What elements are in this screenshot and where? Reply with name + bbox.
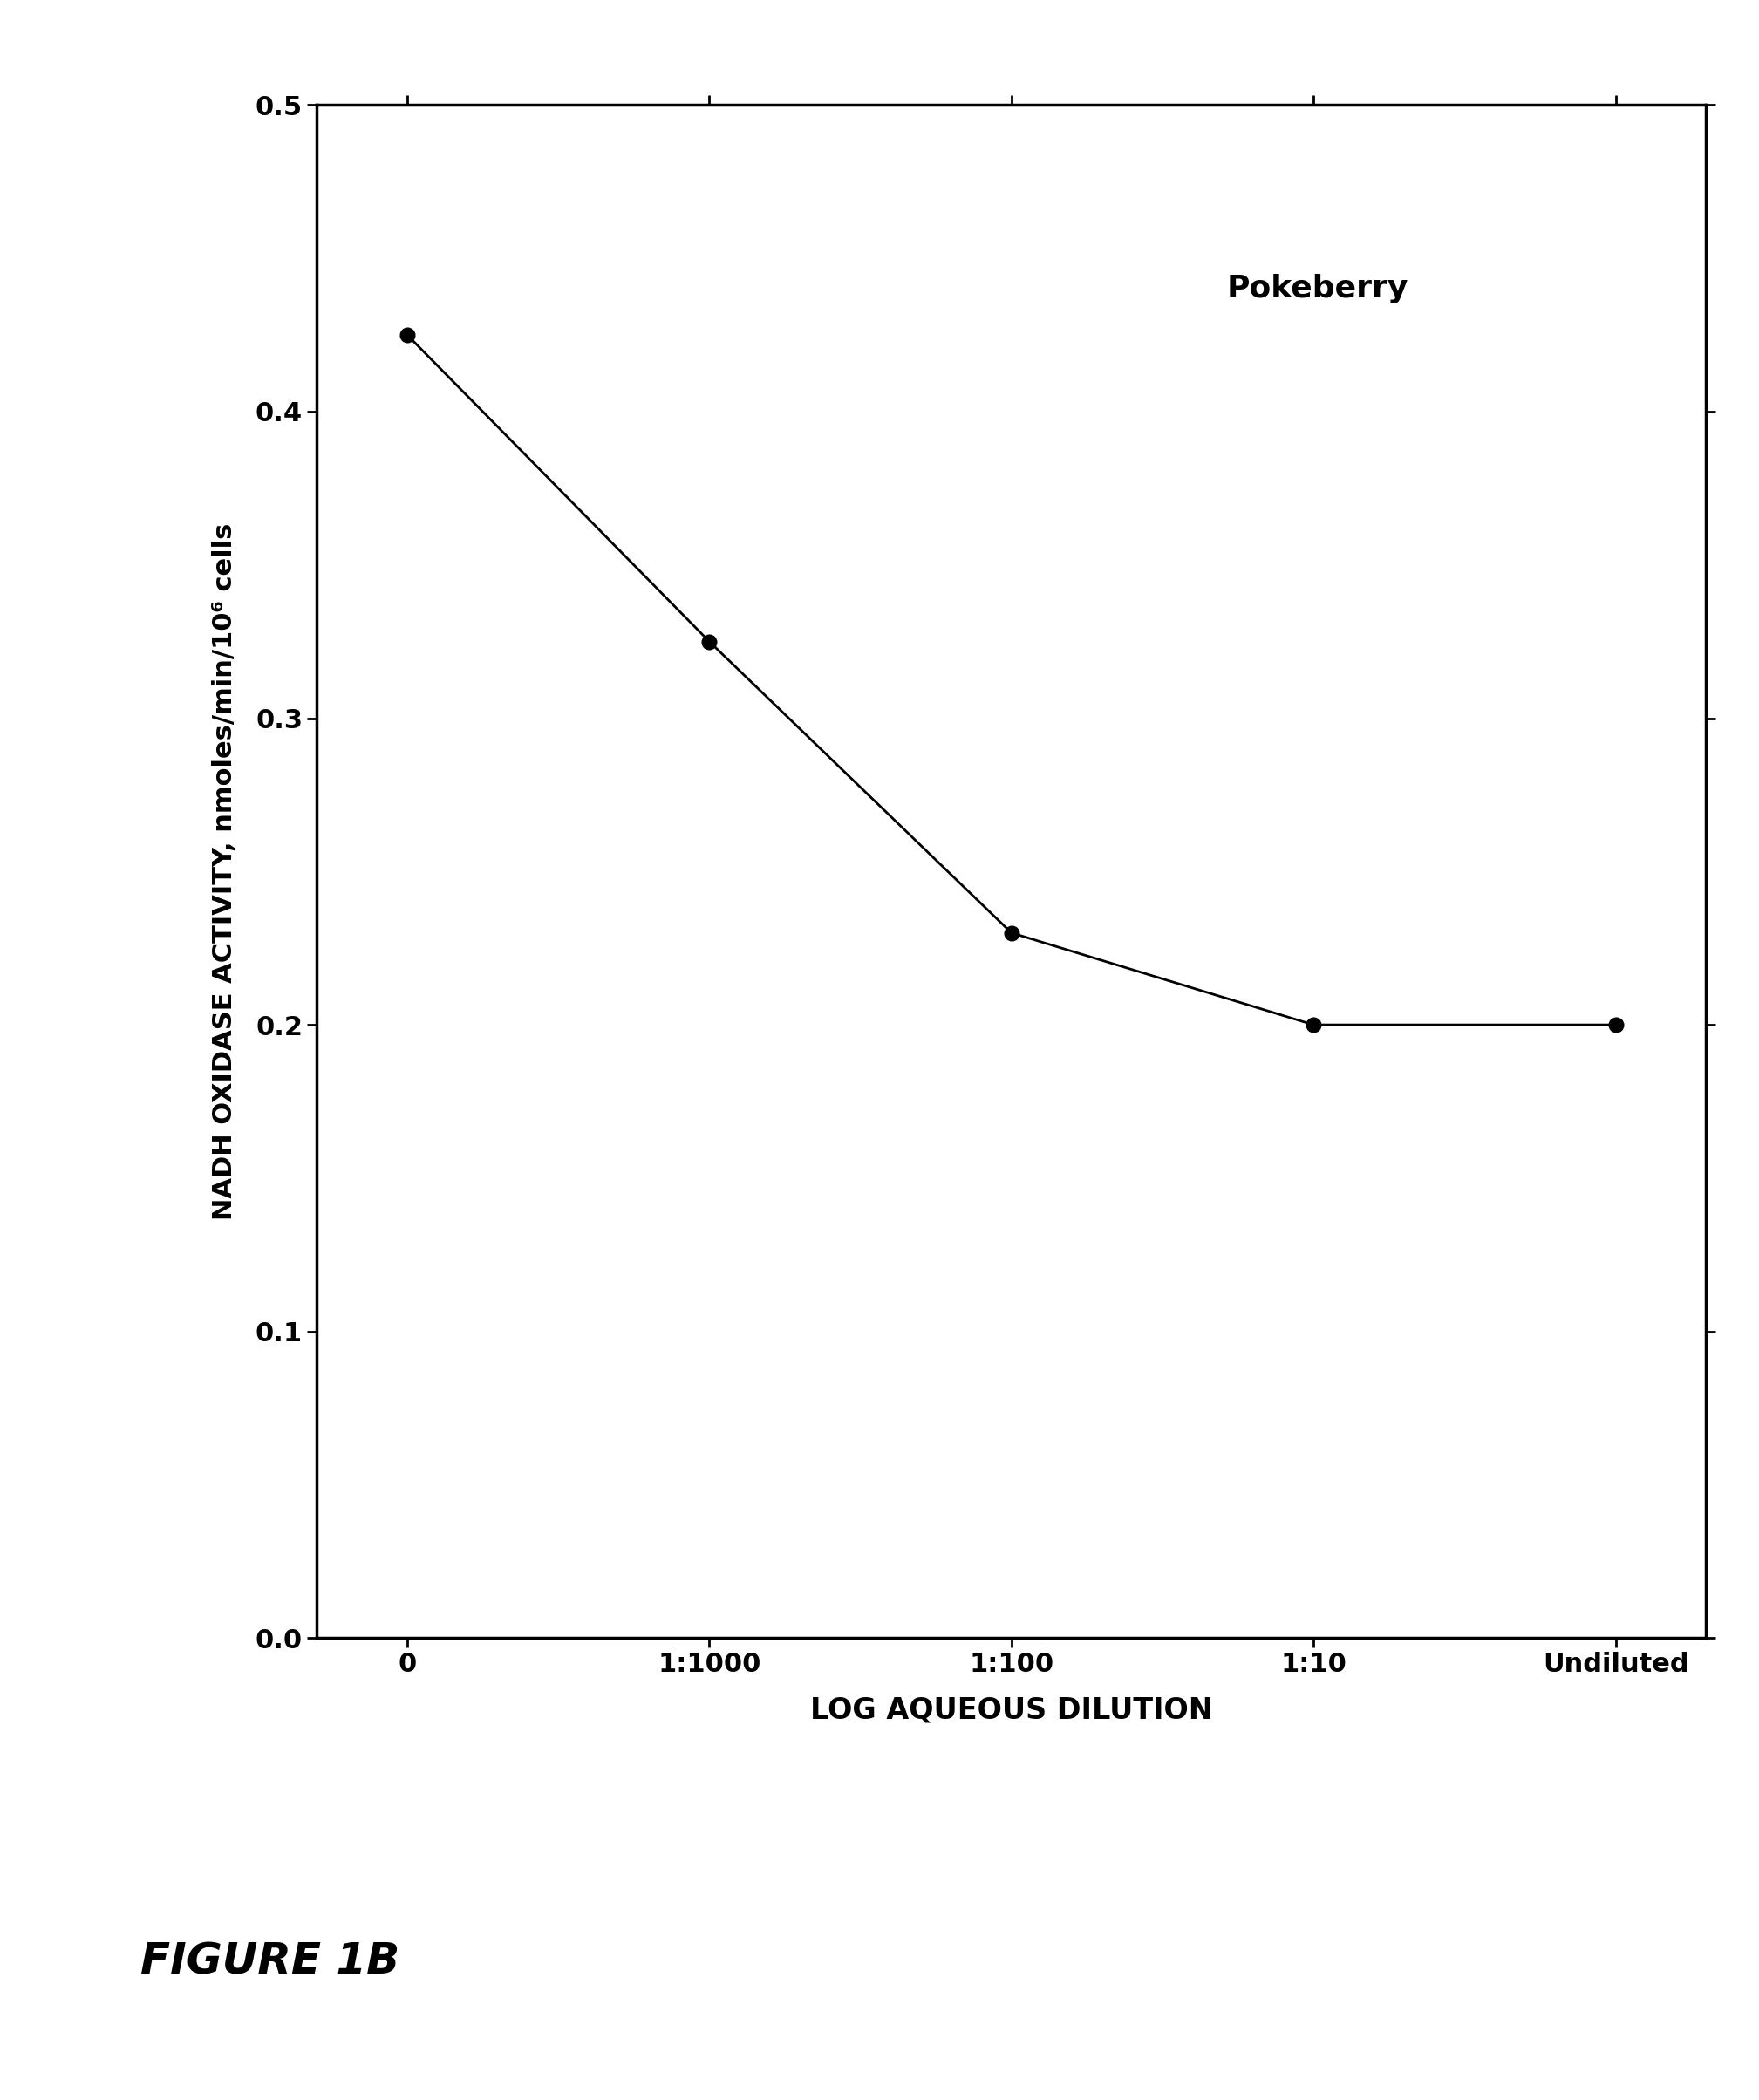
Text: Pokeberry: Pokeberry [1226, 275, 1407, 304]
Y-axis label: NADH OXIDASE ACTIVITY, nmoles/min/10⁶ cells: NADH OXIDASE ACTIVITY, nmoles/min/10⁶ ce… [213, 523, 237, 1220]
Text: FIGURE 1B: FIGURE 1B [141, 1940, 399, 1982]
X-axis label: LOG AQUEOUS DILUTION: LOG AQUEOUS DILUTION [811, 1695, 1212, 1724]
